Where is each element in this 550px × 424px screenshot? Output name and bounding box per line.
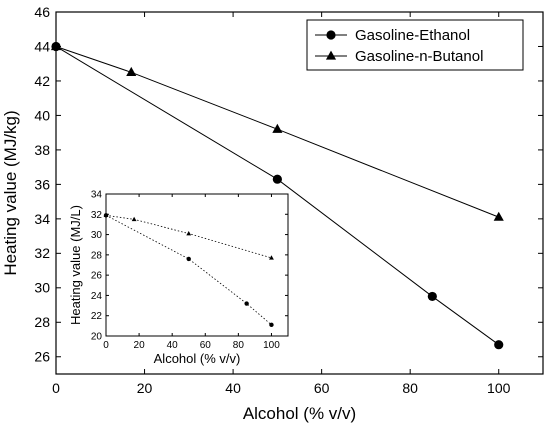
main-x-tick-label: 0 — [52, 380, 60, 396]
inset-y-tick-label: 26 — [91, 271, 103, 282]
inset-data-point-triangle — [131, 216, 137, 222]
inset-y-tick-label: 20 — [91, 332, 103, 343]
main-chart: 0 20 40 60 80 1002628303234363840424446Alcoho… — [1, 4, 544, 423]
main-x-tick-label: 80 — [402, 380, 418, 396]
main-data-point-triangle — [50, 41, 62, 51]
legend-marker-triangle — [325, 50, 337, 60]
main-y-tick-label: 42 — [34, 73, 50, 89]
inset-y-tick-label: 30 — [91, 230, 103, 241]
legend: Gasoline-Ethanol Gasoline-n-Butanol — [306, 19, 524, 71]
inset-series-line-triangle — [105, 214, 272, 259]
main-series-line-circle — [55, 46, 500, 346]
main-y-tick-label: 44 — [34, 38, 50, 54]
inset-data-point-triangle — [269, 255, 274, 260]
main-y-tick-label: 28 — [34, 314, 50, 330]
inset-y-axis-title: Heating value (MJ/L) — [68, 205, 83, 325]
inset-data-point-circle — [269, 322, 274, 328]
inset-x-tick-label: 100 — [263, 340, 280, 351]
main-y-tick-label: 40 — [34, 107, 50, 123]
main-y-tick-label: 38 — [34, 142, 50, 158]
main-plot-frame — [55, 11, 544, 375]
main-data-point-triangle — [126, 66, 137, 77]
main-x-tick-label: 40 — [225, 380, 241, 396]
inset-x-tick-label: 80 — [233, 340, 245, 351]
inset-y-tick-label: 28 — [91, 250, 103, 261]
main-data-point-circle — [494, 340, 504, 350]
main-x-tick-label: 20 — [137, 380, 153, 396]
inset-series-line-circle — [105, 214, 272, 326]
main-y-tick-label: 46 — [34, 4, 50, 20]
inset-x-axis-title: Alcohol (% v/v) — [154, 351, 241, 366]
inset-data-point-triangle — [186, 230, 192, 236]
legend-marker-circle — [326, 30, 336, 40]
main-x-tick-label: 60 — [314, 380, 330, 396]
main-data-point-circle — [272, 174, 282, 184]
inset-y-tick-label: 22 — [91, 311, 103, 322]
inset-data-point-triangle — [103, 212, 109, 218]
inset-y-tick-label: 32 — [91, 210, 103, 221]
inset-x-tick-label: 20 — [134, 340, 146, 351]
inset-x-tick-label: 40 — [167, 340, 179, 351]
main-data-point-triangle — [272, 123, 283, 133]
main-x-tick-label: 100 — [487, 380, 511, 396]
main-y-tick-label: 34 — [34, 211, 50, 227]
legend-label: Gasoline-n-Butanol — [355, 48, 483, 65]
inset-data-point-circle — [186, 256, 191, 262]
main-x-axis-title: Alcohol (% v/v) — [243, 404, 356, 423]
main-y-axis-title: Heating value (MJ/kg) — [1, 110, 20, 275]
legend-box — [306, 19, 524, 71]
main-data-point-circle — [427, 291, 437, 302]
main-data-point-triangle — [493, 211, 504, 221]
inset-plot-frame — [105, 193, 289, 337]
inset-data-point-circle — [244, 301, 249, 306]
main-y-tick-label: 26 — [34, 349, 50, 365]
main-series-line-triangle — [55, 46, 499, 218]
main-y-tick-label: 32 — [34, 245, 50, 261]
inset-x-tick-label: 0 — [103, 340, 109, 351]
inset-y-tick-label: 24 — [91, 291, 103, 302]
inset-x-tick-label: 60 — [200, 340, 212, 351]
main-y-tick-label: 30 — [34, 280, 50, 296]
legend-label: Gasoline-Ethanol — [355, 27, 470, 44]
main-y-tick-label: 36 — [34, 176, 50, 192]
inset-y-tick-label: 34 — [91, 190, 103, 201]
